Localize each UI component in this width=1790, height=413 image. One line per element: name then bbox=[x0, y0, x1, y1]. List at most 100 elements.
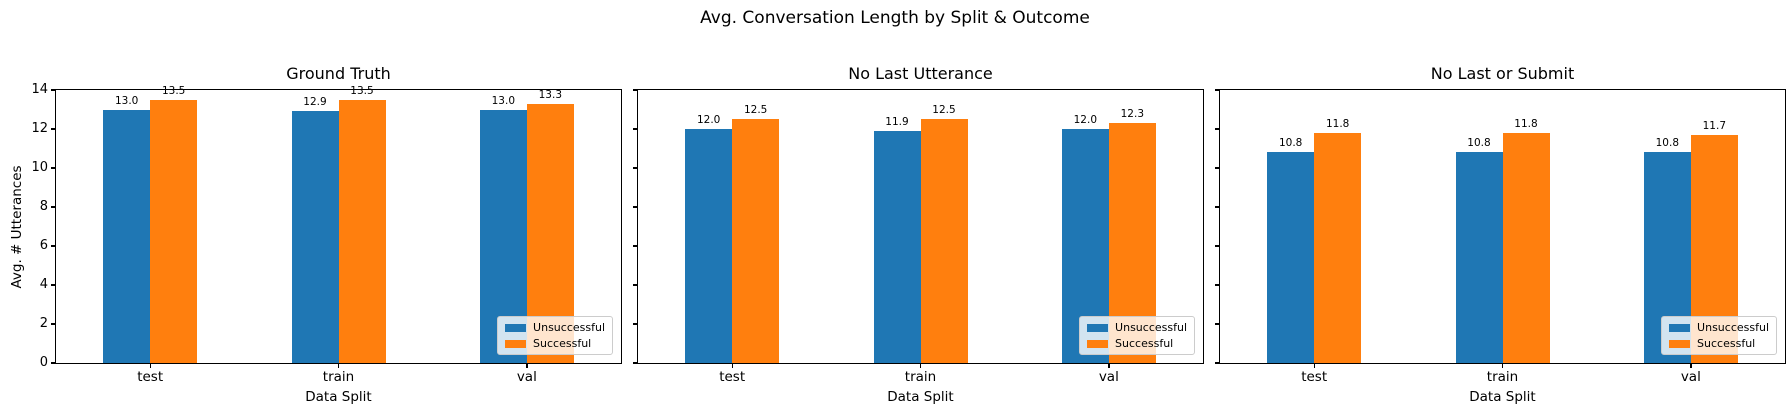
legend-label: Successful bbox=[1115, 337, 1174, 350]
bar-unsuccessful-train bbox=[873, 130, 921, 363]
axes-title: No Last or Submit bbox=[1430, 64, 1575, 83]
x-tick-label: test bbox=[1301, 369, 1328, 385]
bar-value-label: 11.7 bbox=[1702, 119, 1727, 132]
y-tick-mark bbox=[1215, 245, 1219, 247]
legend-entry: Unsuccessful bbox=[1669, 321, 1769, 334]
x-tick-label: train bbox=[904, 369, 937, 385]
legend-swatch-unsuccessful bbox=[505, 323, 527, 332]
y-tick-label: 4 bbox=[39, 277, 48, 292]
y-tick-label: 10 bbox=[31, 160, 48, 175]
bar-value-label: 11.8 bbox=[1514, 117, 1538, 130]
bar-value-label: 10.8 bbox=[1278, 137, 1303, 150]
bar-value-label: 13.0 bbox=[114, 94, 139, 107]
x-tick-label: test bbox=[137, 369, 164, 385]
y-tick-mark bbox=[1215, 167, 1219, 169]
x-tick-label: train bbox=[1486, 369, 1519, 385]
y-tick-mark bbox=[51, 284, 55, 286]
legend: Unsuccessful Successful bbox=[1079, 316, 1195, 355]
bar-successful-train bbox=[1502, 132, 1550, 363]
y-tick-mark bbox=[51, 362, 55, 364]
bar-value-label: 11.8 bbox=[1325, 117, 1350, 130]
bar-value-label: 13.0 bbox=[491, 94, 516, 107]
bar-value-label: 12.0 bbox=[696, 114, 721, 126]
bar-successful-test bbox=[732, 119, 780, 363]
legend-label: Unsuccessful bbox=[1115, 321, 1187, 334]
y-tick-mark bbox=[633, 128, 637, 130]
x-tick-mark bbox=[1313, 364, 1315, 368]
bar-unsuccessful-test bbox=[1267, 152, 1315, 363]
bar-value-label: 10.8 bbox=[1655, 137, 1680, 150]
x-tick-mark bbox=[1108, 364, 1110, 368]
bar-value-label: 12.9 bbox=[303, 96, 327, 109]
x-tick-label: val bbox=[1680, 369, 1701, 385]
bar-value-label: 13.5 bbox=[350, 84, 374, 97]
y-tick-mark bbox=[51, 128, 55, 130]
y-tick-mark bbox=[1215, 323, 1219, 325]
y-tick-label: 6 bbox=[39, 238, 48, 253]
y-tick-mark bbox=[51, 206, 55, 208]
y-tick-label: 2 bbox=[39, 316, 48, 331]
y-tick-mark bbox=[1215, 89, 1219, 91]
bar-value-label: 12.5 bbox=[743, 104, 768, 117]
x-tick-mark bbox=[1501, 364, 1504, 368]
bar-value-label: 11.9 bbox=[885, 115, 909, 128]
legend-entry: Successful bbox=[1669, 337, 1769, 350]
y-tick-mark bbox=[1215, 206, 1219, 208]
y-tick-mark bbox=[633, 284, 637, 286]
x-tick-mark bbox=[919, 364, 922, 368]
y-tick-label: 12 bbox=[31, 121, 48, 136]
y-tick-mark bbox=[51, 167, 55, 169]
y-tick-mark bbox=[633, 323, 637, 325]
x-axis-label: Data Split bbox=[1469, 389, 1536, 405]
x-tick-label: test bbox=[719, 369, 746, 385]
legend-label: Successful bbox=[533, 337, 592, 350]
y-tick-label: 8 bbox=[39, 199, 48, 214]
bar-unsuccessful-test bbox=[103, 109, 151, 363]
bar-value-label: 12.3 bbox=[1120, 108, 1145, 121]
legend-label: Successful bbox=[1697, 337, 1756, 350]
bar-unsuccessful-train bbox=[1455, 152, 1503, 363]
legend-swatch-unsuccessful bbox=[1669, 323, 1691, 332]
y-tick-label: 14 bbox=[31, 82, 48, 97]
bar-successful-test bbox=[150, 99, 198, 363]
legend-entry: Successful bbox=[1087, 337, 1187, 350]
axes-title: Ground Truth bbox=[286, 64, 391, 83]
y-tick-mark bbox=[633, 206, 637, 208]
x-tick-mark bbox=[526, 364, 528, 368]
legend-swatch-successful bbox=[1087, 339, 1109, 348]
x-tick-label: val bbox=[516, 369, 537, 385]
legend-entry: Unsuccessful bbox=[1087, 321, 1187, 334]
bar-value-label: 13.3 bbox=[538, 88, 563, 101]
x-tick-mark bbox=[1690, 364, 1692, 368]
bar-value-label: 10.8 bbox=[1467, 137, 1491, 150]
bar-value-label: 12.5 bbox=[932, 104, 956, 117]
y-tick-mark bbox=[51, 89, 55, 91]
figure-suptitle: Avg. Conversation Length by Split & Outc… bbox=[700, 8, 1090, 28]
legend-entry: Unsuccessful bbox=[505, 321, 605, 334]
legend-swatch-successful bbox=[1669, 339, 1691, 348]
bar-unsuccessful-test bbox=[685, 129, 733, 363]
x-tick-mark bbox=[731, 364, 733, 368]
x-axis-label: Data Split bbox=[887, 389, 954, 405]
y-tick-mark bbox=[1215, 128, 1219, 130]
x-tick-mark bbox=[337, 364, 340, 368]
y-tick-mark bbox=[1215, 284, 1219, 286]
x-tick-mark bbox=[149, 364, 151, 368]
axes-title: No Last Utterance bbox=[848, 64, 993, 83]
x-axis-label: Data Split bbox=[305, 389, 372, 405]
subplot-ground-truth: Ground Truth Avg. # Utterances 0 2 4 6 8 10 12 14… bbox=[9, 64, 622, 405]
bar-successful-train bbox=[920, 119, 968, 363]
y-tick-mark bbox=[633, 167, 637, 169]
subplot-no-last-utterance: No Last Utterance test 12.0 12.5 train 11.9 12… bbox=[633, 64, 1204, 405]
y-tick-mark bbox=[633, 89, 637, 91]
y-tick-mark bbox=[633, 362, 637, 364]
y-tick-mark bbox=[51, 245, 55, 247]
bar-successful-test bbox=[1314, 132, 1362, 363]
bar-unsuccessful-train bbox=[291, 111, 339, 363]
legend-label: Unsuccessful bbox=[1697, 321, 1769, 334]
bar-value-label: 12.0 bbox=[1073, 114, 1098, 126]
x-tick-label: val bbox=[1098, 369, 1119, 385]
y-tick-label: 0 bbox=[39, 355, 48, 370]
y-tick-mark bbox=[1215, 362, 1219, 364]
